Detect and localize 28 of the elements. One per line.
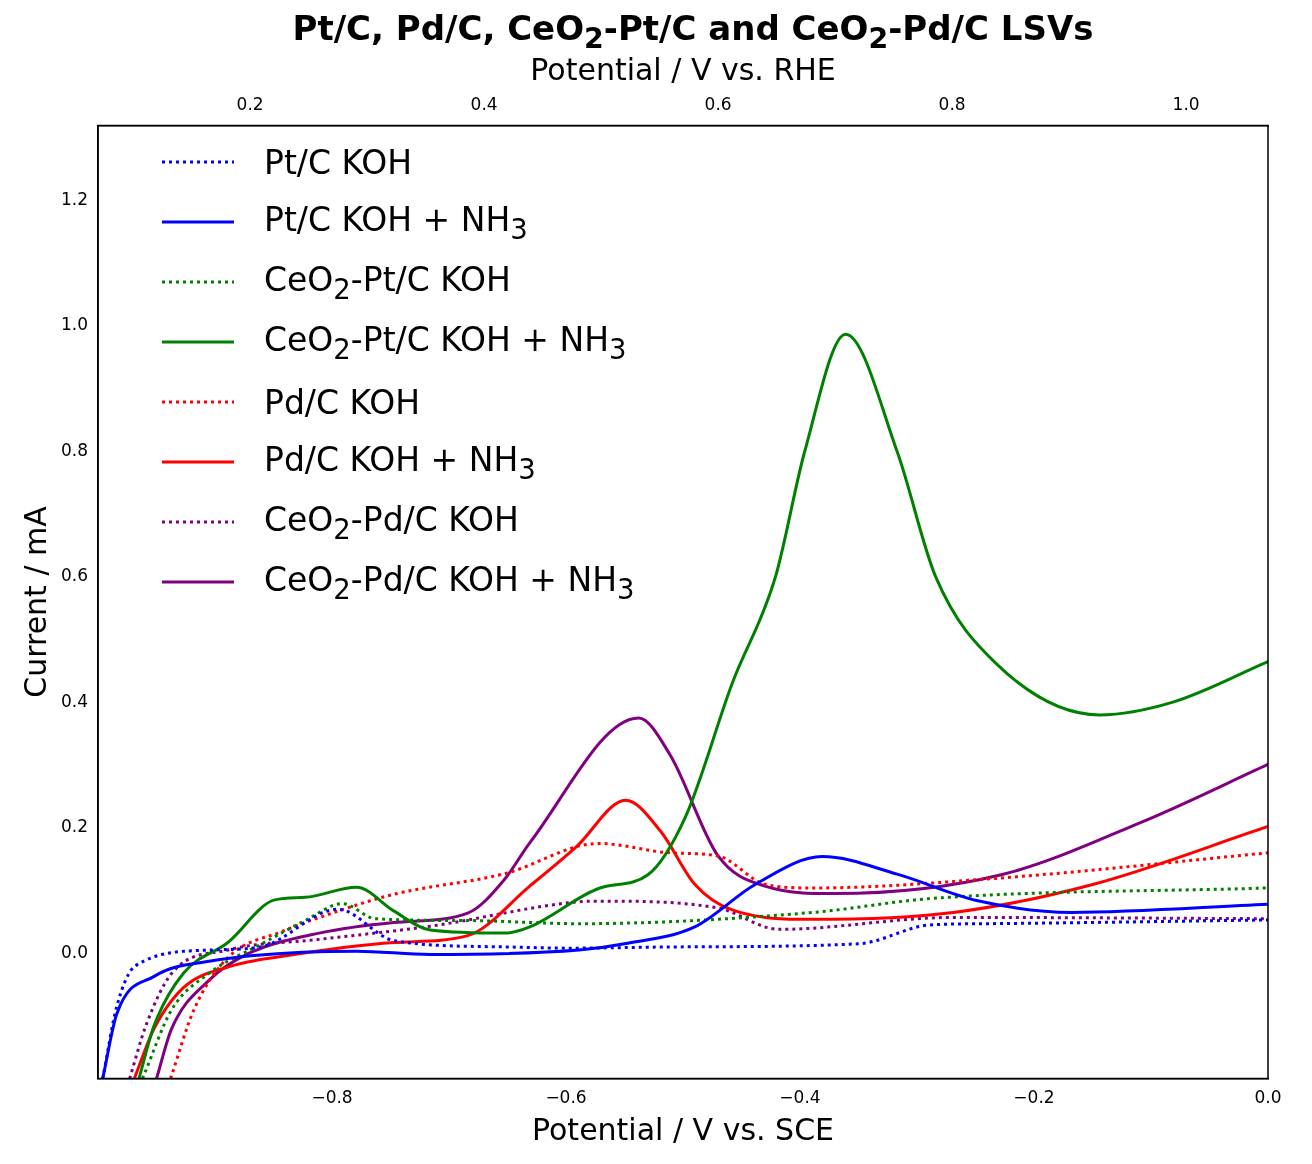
y-axis-title: Current / mA bbox=[17, 505, 53, 698]
y-tick-label: 0.2 bbox=[60, 816, 89, 837]
y-tick-label: 0.8 bbox=[60, 439, 89, 460]
x-tick-label: −0.6 bbox=[545, 1087, 587, 1108]
x-tick-label: 0.0 bbox=[1254, 1087, 1282, 1108]
x2-tick-label: 1.0 bbox=[1172, 93, 1200, 114]
y-tick-label: 1.2 bbox=[60, 189, 89, 210]
x2-tick-label: 0.4 bbox=[470, 93, 498, 114]
line-series bbox=[132, 798, 1268, 1079]
legend-label: CeO$_{2}$-Pd/C KOH bbox=[264, 499, 519, 545]
legend-label: CeO$_{2}$-Pt/C KOH bbox=[264, 259, 511, 305]
y-tick-label: 0.4 bbox=[60, 690, 89, 711]
x-tick-label: −0.2 bbox=[1013, 1087, 1055, 1108]
legend-label: Pd/C KOH bbox=[264, 382, 421, 422]
x-axis-title: Potential / V vs. SCE bbox=[531, 1111, 835, 1147]
y-tick-label: 0.6 bbox=[60, 565, 89, 586]
legend-label: CeO$_{2}$-Pd/C KOH + NH$_{3}$ bbox=[264, 559, 635, 605]
y-tick-label: 1.0 bbox=[60, 314, 89, 335]
legend-label: Pd/C KOH + NH$_{3}$ bbox=[264, 439, 536, 485]
x-tick-label: −0.4 bbox=[779, 1087, 821, 1108]
legend-label: Pt/C KOH + NH$_{3}$ bbox=[264, 199, 528, 245]
x2-tick-label: 0.6 bbox=[704, 93, 732, 114]
y-tick-label: 0.0 bbox=[60, 941, 89, 962]
x-tick-label: −0.8 bbox=[311, 1087, 353, 1108]
x2-tick-label: 0.2 bbox=[236, 93, 264, 114]
x2-tick-label: 0.8 bbox=[938, 93, 966, 114]
legend-label: CeO$_{2}$-Pt/C KOH + NH$_{3}$ bbox=[264, 319, 627, 365]
legend-label: Pt/C KOH bbox=[264, 142, 413, 182]
